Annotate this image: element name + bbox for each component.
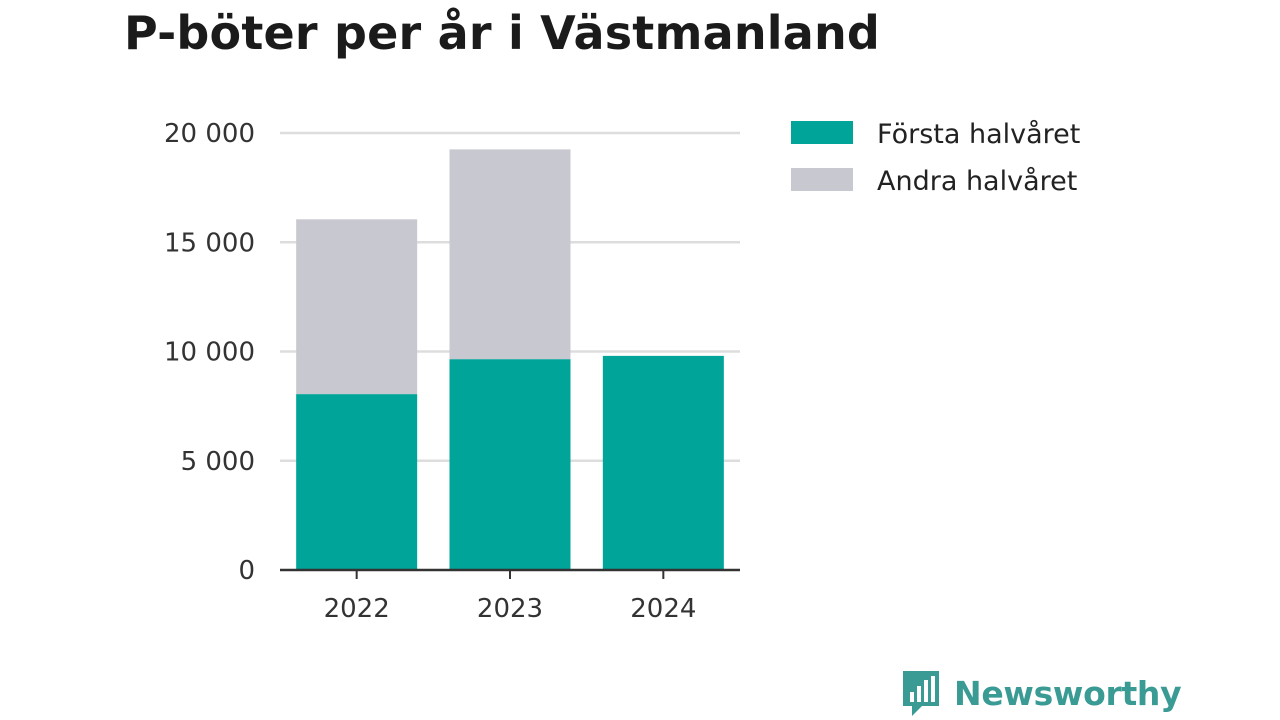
- bar-2022-forsta-halvaret: [296, 394, 418, 570]
- legend-label: Första halvåret: [877, 119, 1080, 150]
- x-tick-label: 2023: [477, 594, 543, 624]
- bar-2023-andra-halvaret: [449, 149, 571, 360]
- y-tick-label: 15 000: [164, 228, 255, 258]
- y-tick-label: 10 000: [164, 338, 255, 368]
- axes: 0 5 000 10 000 15 000 20 000 2022 2023 2024: [164, 119, 740, 624]
- bar-2023-forsta-halvaret: [449, 359, 571, 570]
- bar-2022-andra-halvaret: [296, 219, 418, 395]
- legend: Första halvåret Andra halvåret: [791, 119, 1080, 197]
- brand-name: Newsworthy: [954, 673, 1182, 713]
- legend-swatch: [791, 168, 853, 191]
- y-tick-label: 20 000: [164, 119, 255, 149]
- y-tick-label: 5 000: [181, 447, 255, 477]
- bar-2024-forsta-halvaret: [602, 355, 724, 570]
- brand-logo: Newsworthy: [900, 668, 1182, 718]
- newsworthy-logo-icon: [903, 671, 939, 716]
- legend-swatch: [791, 121, 853, 144]
- chart-title: P-böter per år i Västmanland: [124, 6, 881, 60]
- bars: [296, 149, 724, 570]
- x-tick-label: 2022: [324, 594, 390, 624]
- legend-label: Andra halvåret: [877, 166, 1077, 197]
- y-tick-label: 0: [238, 556, 255, 586]
- x-tick-label: 2024: [630, 594, 696, 624]
